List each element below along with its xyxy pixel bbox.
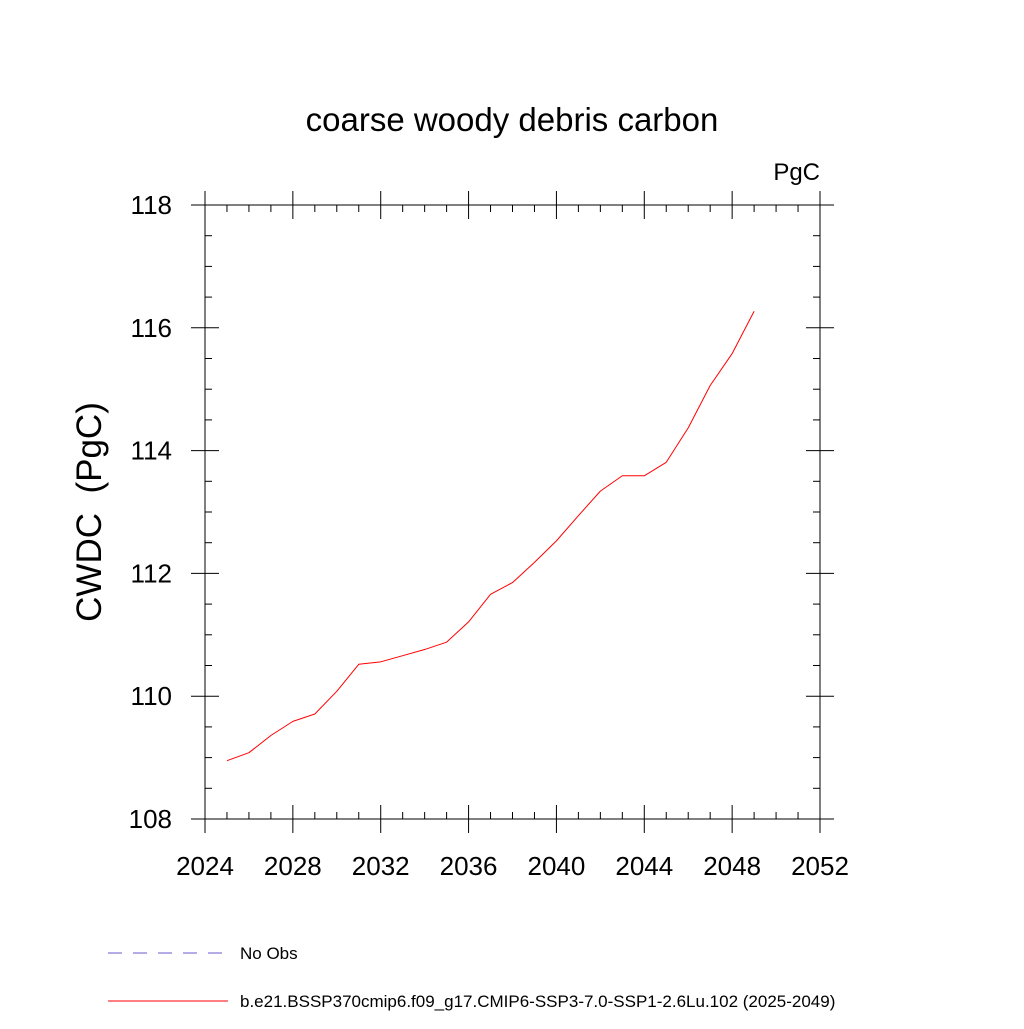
y-tick-label: 108 xyxy=(129,804,172,834)
plot-frame xyxy=(204,204,821,820)
data-point xyxy=(533,561,535,563)
x-tick-label: 2052 xyxy=(791,851,849,881)
data-point xyxy=(358,663,360,665)
y-tick-label: 116 xyxy=(131,313,172,343)
data-point xyxy=(445,641,447,643)
x-tick-label: 2032 xyxy=(352,851,410,881)
x-tick-label: 2040 xyxy=(528,851,586,881)
y-axis-label: CWDC (PgC) xyxy=(70,402,109,622)
plot-area: 2024 2028 2032 2036 2040 2044 2048 2052 108 110 11… xyxy=(129,190,849,881)
legend: No Obs b.e21.BSSP370cmip6.f09_g17.CMIP6-… xyxy=(108,944,835,1011)
data-point xyxy=(599,490,601,492)
data-point xyxy=(687,427,689,429)
data-point xyxy=(401,654,403,656)
data-point xyxy=(270,734,272,736)
data-point xyxy=(753,310,755,312)
data-point xyxy=(577,514,579,516)
data-point xyxy=(248,751,250,753)
units-label: PgC xyxy=(773,159,820,186)
y-tick-label: 112 xyxy=(131,558,172,588)
x-tick-label: 2036 xyxy=(440,851,498,881)
x-tick-label: 2024 xyxy=(176,851,234,881)
data-point xyxy=(380,661,382,663)
x-tick-label: 2048 xyxy=(703,851,761,881)
x-tick-label: 2044 xyxy=(615,851,673,881)
y-tick-label: 110 xyxy=(131,681,172,711)
legend-label-series: b.e21.BSSP370cmip6.f09_g17.CMIP6-SSP3-7.… xyxy=(240,992,835,1011)
series-line xyxy=(226,310,755,762)
data-point xyxy=(467,621,469,623)
legend-label-no-obs: No Obs xyxy=(240,944,298,963)
data-point xyxy=(643,475,645,477)
data-point xyxy=(555,540,557,542)
data-point xyxy=(314,713,316,715)
data-point xyxy=(423,648,425,650)
data-point xyxy=(511,581,513,583)
chart-title: coarse woody debris carbon xyxy=(306,101,719,138)
y-tick-label: 118 xyxy=(131,190,172,220)
data-point xyxy=(709,384,711,386)
data-point xyxy=(226,759,228,761)
y-tick-label: 114 xyxy=(131,436,172,466)
x-tick-label: 2028 xyxy=(264,851,322,881)
data-point xyxy=(489,593,491,595)
data-point xyxy=(336,690,338,692)
data-point xyxy=(731,352,733,354)
data-point xyxy=(665,461,667,463)
data-point xyxy=(292,720,294,722)
data-point xyxy=(621,475,623,477)
